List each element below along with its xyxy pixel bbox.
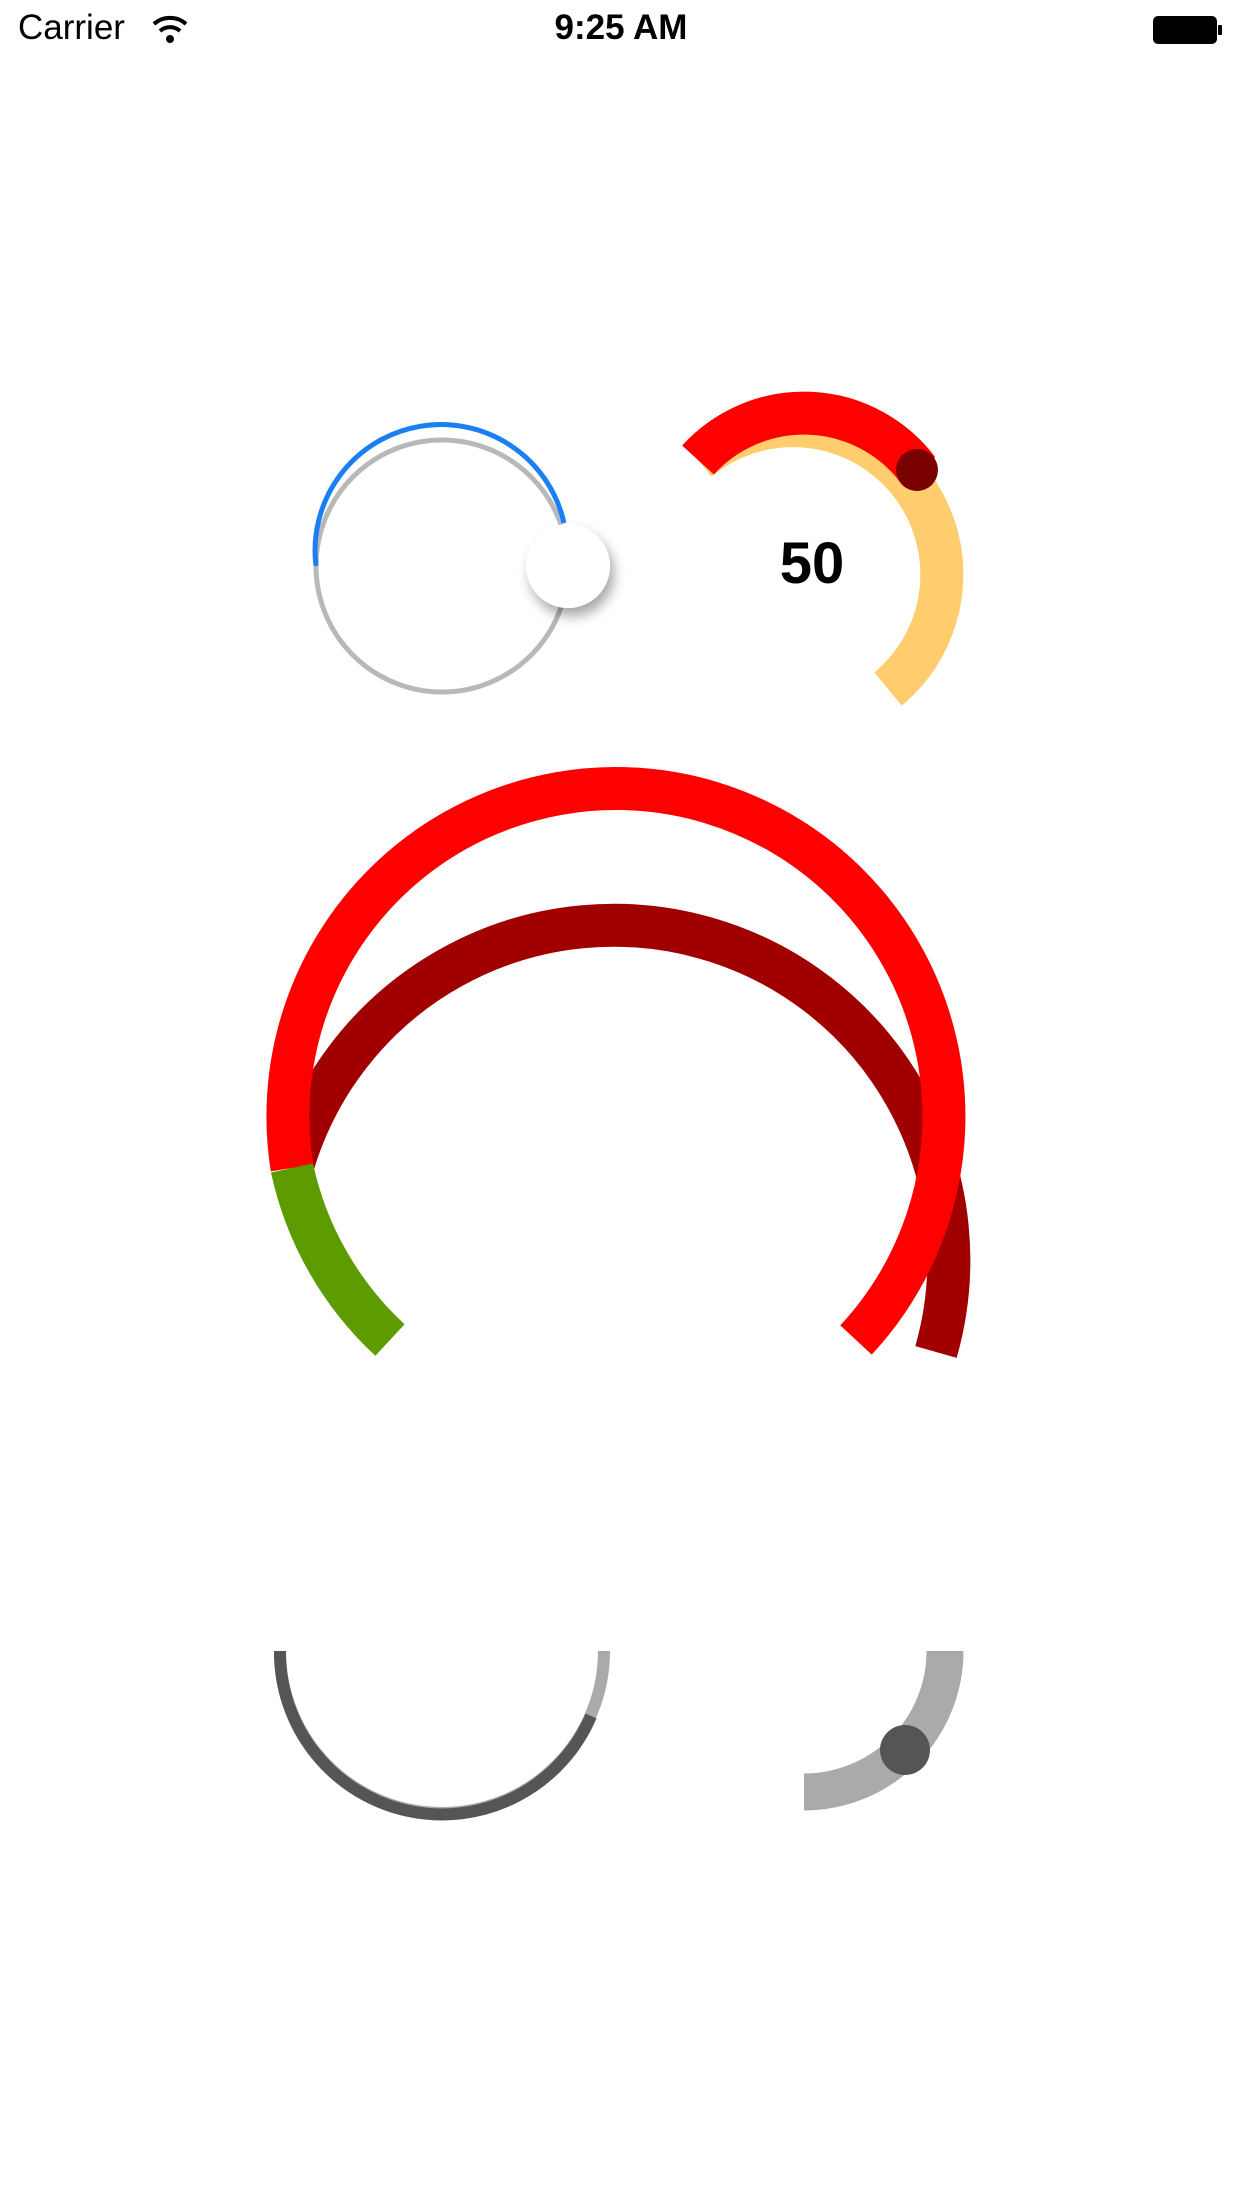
large-arc-slider[interactable]	[266, 767, 971, 1358]
gray-quarter-track	[803, 1650, 964, 1811]
clock: 9:25 AM	[554, 8, 688, 47]
gauge-thumb[interactable]	[896, 449, 938, 491]
gray-quarter-slider[interactable]	[803, 1650, 964, 1811]
large-arc-shadow	[271, 903, 971, 1358]
gray-quarter-thumb[interactable]	[880, 1725, 930, 1775]
large-arc-upper	[266, 767, 966, 1355]
carrier-label: Carrier	[18, 8, 125, 47]
wifi-icon	[152, 15, 188, 43]
blue-slider-progress	[312, 422, 567, 567]
blue-circular-slider[interactable]	[312, 422, 610, 695]
gray-semicircle-track	[274, 1650, 610, 1819]
gauge-value: 50	[780, 531, 845, 596]
large-arc-lower	[270, 1163, 405, 1356]
gray-semicircle-slider[interactable]	[273, 1650, 610, 1821]
gauge-progress	[682, 391, 936, 484]
status-bar: Carrier 9:25 AM	[0, 0, 1242, 60]
blue-slider-thumb[interactable]	[526, 524, 610, 608]
gray-semicircle-progress	[273, 1650, 597, 1821]
battery-icon	[1153, 16, 1222, 44]
gauge-slider[interactable]: 50	[682, 391, 964, 706]
